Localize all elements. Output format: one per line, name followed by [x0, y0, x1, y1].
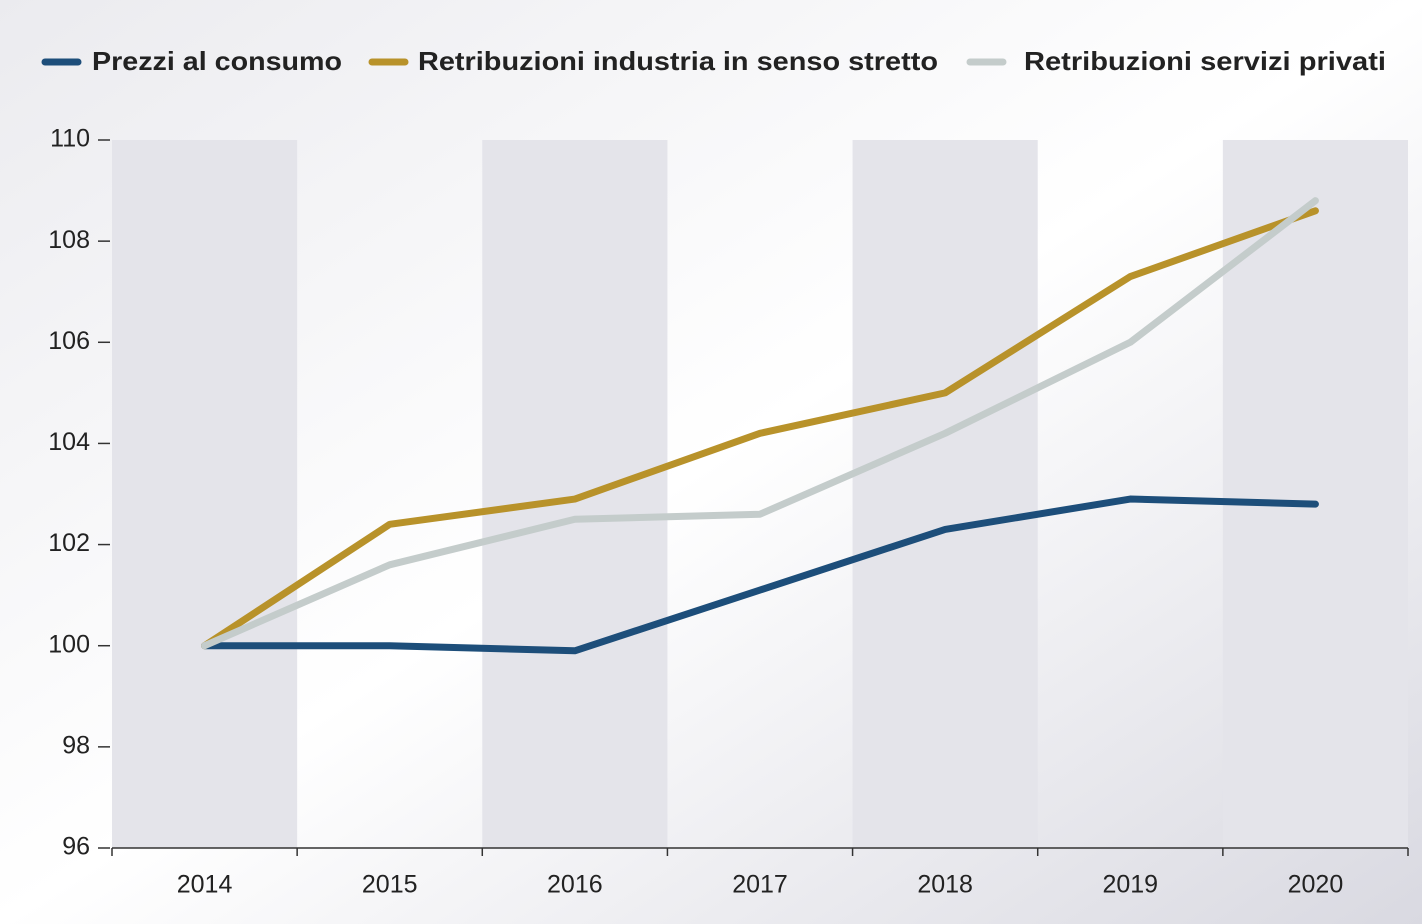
y-tick-label: 106: [48, 327, 90, 355]
x-tick-label: 2018: [917, 871, 973, 899]
x-tick-label: 2017: [732, 871, 788, 899]
series-line: [201, 495, 1319, 655]
band: [112, 140, 298, 848]
series-line: [201, 207, 1319, 650]
y-tick-label: 104: [48, 428, 90, 456]
band: [852, 140, 1038, 848]
band: [482, 140, 668, 848]
x-tick-label: 2020: [1288, 871, 1344, 899]
y-tick-label: 110: [50, 125, 90, 153]
band: [1222, 140, 1408, 848]
y-tick-label: 98: [62, 731, 90, 759]
legend-label: Prezzi al consumo: [92, 46, 342, 76]
y-tick-label: 100: [48, 630, 90, 658]
x-tick-label: 2014: [177, 871, 233, 899]
legend-label: Retribuzioni industria in senso stretto: [418, 46, 938, 76]
y-tick-label: 102: [48, 529, 90, 557]
x-tick-label: 2015: [362, 871, 418, 899]
y-tick-label: 108: [48, 226, 90, 254]
x-tick-label: 2019: [1102, 871, 1158, 899]
legend-label: Retribuzioni servizi privati: [1024, 46, 1386, 76]
x-tick-label: 2016: [547, 871, 603, 899]
series-line: [201, 197, 1319, 650]
y-tick-label: 96: [62, 833, 90, 861]
